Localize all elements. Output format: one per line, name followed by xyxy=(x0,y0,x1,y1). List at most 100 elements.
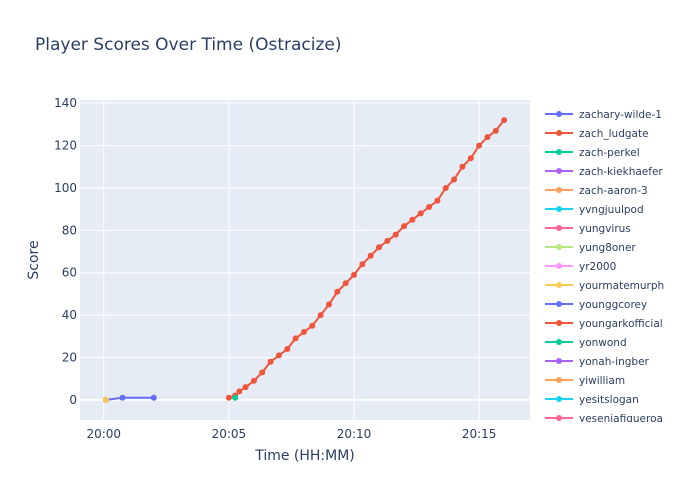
legend-label: younggcorey xyxy=(579,299,647,311)
legend-label: youngarkofficial xyxy=(579,318,663,330)
legend-item[interactable]: zach-kiekhaefer xyxy=(545,166,663,178)
data-point[interactable] xyxy=(232,394,239,401)
data-point[interactable] xyxy=(384,237,391,244)
tick-labels: 0 20 40 60 80 100 120 140 20:00 20:05 20:10 20:15 xyxy=(54,96,496,441)
legend-label: zach-aaron-3 xyxy=(579,185,648,197)
legend-label: zach-perkel xyxy=(579,147,640,159)
data-point[interactable] xyxy=(300,329,307,336)
legend-item[interactable]: yourmatemurph xyxy=(545,280,664,292)
legend-item[interactable]: zachary-wilde-1 xyxy=(545,109,662,121)
data-point[interactable] xyxy=(492,127,499,134)
legend-label: yonah-ingber xyxy=(579,356,650,368)
legend-item[interactable]: youngarkofficial xyxy=(545,318,663,330)
legend-label: zachary-wilde-1 xyxy=(579,109,662,121)
data-point[interactable] xyxy=(467,155,474,162)
data-point[interactable] xyxy=(242,384,249,391)
data-point[interactable] xyxy=(359,261,366,268)
legend-item[interactable]: yvngjuulpod xyxy=(545,204,644,216)
data-point[interactable] xyxy=(150,394,157,401)
data-point[interactable] xyxy=(225,394,232,401)
data-point[interactable] xyxy=(401,223,408,230)
data-point[interactable] xyxy=(284,346,291,353)
legend-swatch-marker xyxy=(556,244,562,250)
data-point[interactable] xyxy=(309,322,316,329)
data-point[interactable] xyxy=(409,216,416,223)
data-point[interactable] xyxy=(102,396,109,403)
legend-item[interactable]: yonwond xyxy=(545,337,627,349)
x-tick-label: 20:10 xyxy=(337,427,372,441)
data-point[interactable] xyxy=(476,142,483,149)
legend-swatch-marker xyxy=(556,263,562,269)
y-tick-label: 60 xyxy=(62,266,77,280)
legend-item[interactable]: yungvirus xyxy=(545,223,631,235)
y-axis-label: Score xyxy=(26,240,42,279)
legend-item[interactable]: zach-perkel xyxy=(545,147,640,159)
legend-item[interactable]: yr2000 xyxy=(545,261,616,273)
data-point[interactable] xyxy=(484,134,491,141)
data-point[interactable] xyxy=(119,394,126,401)
legend-swatch-marker xyxy=(556,168,562,174)
y-tick-label: 20 xyxy=(62,350,77,364)
y-tick-label: 120 xyxy=(54,139,77,153)
legend-swatch-marker xyxy=(556,358,562,364)
data-point[interactable] xyxy=(417,210,424,217)
data-point[interactable] xyxy=(250,377,257,384)
data-point[interactable] xyxy=(334,288,341,295)
data-point[interactable] xyxy=(292,335,299,342)
data-point[interactable] xyxy=(275,352,282,359)
y-tick-label: 100 xyxy=(54,181,77,195)
data-point[interactable] xyxy=(451,176,458,183)
legend-item[interactable]: younggcorey xyxy=(545,299,647,311)
legend-swatch-marker xyxy=(556,111,562,117)
legend-label: yourmatemurph xyxy=(579,280,664,292)
legend-item[interactable]: zach-aaron-3 xyxy=(545,185,648,197)
legend-item[interactable]: yesenjafigueroa xyxy=(545,413,663,425)
series-layer xyxy=(102,117,508,403)
legend-label: yiwilliam xyxy=(579,375,625,387)
data-point[interactable] xyxy=(367,252,374,259)
legend-item[interactable]: yesitslogan xyxy=(545,394,639,406)
legend-swatch-marker xyxy=(556,187,562,193)
legend-item[interactable]: yiwilliam xyxy=(545,375,625,387)
legend-swatch-marker xyxy=(556,415,562,421)
y-tick-label: 140 xyxy=(54,96,77,110)
data-point[interactable] xyxy=(342,280,349,287)
series-yourmatemurph xyxy=(102,396,109,403)
legend-item[interactable]: yonah-ingber xyxy=(545,356,650,368)
y-tick-label: 40 xyxy=(62,308,77,322)
legend-label: yesitslogan xyxy=(579,394,639,406)
legend-label: zach-kiekhaefer xyxy=(579,166,663,178)
data-point[interactable] xyxy=(392,231,399,238)
legend-label: yungvirus xyxy=(579,223,631,235)
plot-area xyxy=(80,100,530,420)
data-point[interactable] xyxy=(351,271,358,278)
data-point[interactable] xyxy=(325,301,332,308)
data-point[interactable] xyxy=(259,369,266,376)
data-point[interactable] xyxy=(426,204,433,211)
y-tick-label: 0 xyxy=(69,393,77,407)
legend-swatch-marker xyxy=(556,149,562,155)
x-tick-label: 20:15 xyxy=(462,427,497,441)
legend-swatch-marker xyxy=(556,206,562,212)
legend-swatch-marker xyxy=(556,396,562,402)
data-point[interactable] xyxy=(434,197,441,204)
data-point[interactable] xyxy=(459,163,466,170)
legend-label: yvngjuulpod xyxy=(579,204,644,216)
legend-item[interactable]: zach_ludgate xyxy=(545,128,649,140)
legend-swatch-marker xyxy=(556,130,562,136)
data-point[interactable] xyxy=(317,312,324,319)
series-zach_ludgate xyxy=(225,117,508,401)
data-point[interactable] xyxy=(236,388,243,395)
chart-title: Player Scores Over Time (Ostracize) xyxy=(35,35,342,55)
data-point[interactable] xyxy=(442,184,449,191)
grid-lines xyxy=(80,100,530,420)
data-point[interactable] xyxy=(267,358,274,365)
legend-item[interactable]: yung8oner xyxy=(545,242,636,254)
legend-label: zach_ludgate xyxy=(579,128,649,140)
legend[interactable]: zachary-wilde-1 zach_ludgate zach-perkel za… xyxy=(545,109,664,425)
legend-swatch-marker xyxy=(556,301,562,307)
legend-swatch-marker xyxy=(556,377,562,383)
data-point[interactable] xyxy=(376,244,383,251)
data-point[interactable] xyxy=(501,117,508,124)
